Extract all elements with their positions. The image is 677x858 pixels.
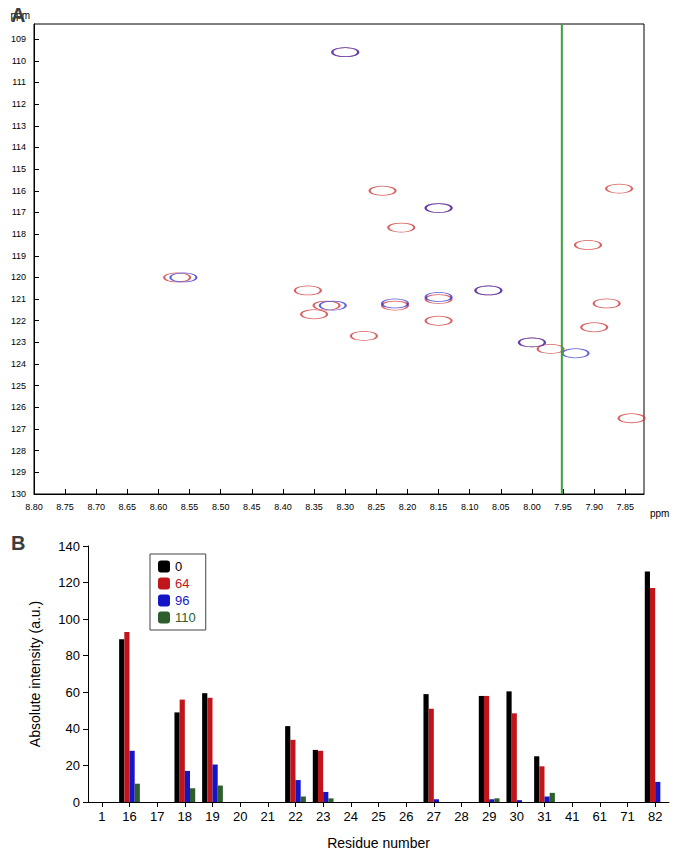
svg-text:120: 120: [58, 575, 80, 590]
svg-text:30: 30: [510, 809, 524, 824]
svg-text:129: 129: [11, 467, 26, 477]
svg-text:0: 0: [73, 795, 80, 810]
svg-text:113: 113: [12, 121, 26, 131]
svg-text:19: 19: [205, 809, 219, 824]
svg-text:16: 16: [122, 809, 136, 824]
svg-text:119: 119: [12, 251, 26, 261]
svg-text:8.45: 8.45: [243, 502, 261, 512]
svg-text:8.05: 8.05: [492, 502, 510, 512]
svg-text:8.80: 8.80: [25, 502, 43, 512]
svg-text:22: 22: [288, 809, 302, 824]
svg-text:109: 109: [11, 34, 26, 44]
svg-text:128: 128: [11, 446, 26, 456]
svg-text:7.90: 7.90: [585, 502, 603, 512]
svg-text:Residue number: Residue number: [327, 835, 430, 851]
svg-text:0: 0: [175, 559, 182, 574]
svg-text:31: 31: [537, 809, 551, 824]
svg-text:A: A: [11, 4, 25, 26]
svg-text:96: 96: [175, 593, 189, 608]
svg-text:82: 82: [648, 809, 662, 824]
svg-text:18: 18: [178, 809, 192, 824]
svg-text:26: 26: [399, 809, 413, 824]
svg-text:ppm: ppm: [650, 508, 669, 519]
svg-text:8.35: 8.35: [305, 502, 323, 512]
svg-text:60: 60: [66, 685, 80, 700]
svg-text:140: 140: [58, 539, 80, 554]
svg-text:8.10: 8.10: [461, 502, 479, 512]
svg-text:28: 28: [454, 809, 468, 824]
svg-text:8.70: 8.70: [87, 502, 105, 512]
svg-text:21: 21: [261, 809, 275, 824]
svg-text:127: 127: [11, 424, 26, 434]
svg-text:111: 111: [12, 77, 26, 87]
svg-text:122: 122: [11, 316, 26, 326]
svg-text:117: 117: [12, 207, 26, 217]
svg-text:8.40: 8.40: [274, 502, 292, 512]
svg-text:25: 25: [371, 809, 385, 824]
svg-text:124: 124: [11, 359, 26, 369]
svg-text:7.85: 7.85: [617, 502, 635, 512]
svg-text:8.55: 8.55: [181, 502, 199, 512]
svg-text:27: 27: [427, 809, 441, 824]
svg-text:125: 125: [11, 381, 26, 391]
svg-text:112: 112: [12, 99, 26, 109]
svg-text:8.30: 8.30: [336, 502, 354, 512]
svg-text:126: 126: [11, 402, 26, 412]
svg-text:80: 80: [66, 648, 80, 663]
svg-text:8.25: 8.25: [368, 502, 386, 512]
svg-text:116: 116: [12, 186, 26, 196]
svg-text:114: 114: [12, 142, 26, 152]
svg-text:64: 64: [175, 576, 189, 591]
svg-text:8.75: 8.75: [56, 502, 74, 512]
svg-text:Absolute intensity (a.u.): Absolute intensity (a.u.): [27, 601, 43, 747]
svg-text:8.65: 8.65: [119, 502, 137, 512]
svg-text:121: 121: [11, 294, 26, 304]
svg-text:110: 110: [175, 610, 196, 625]
svg-text:8.50: 8.50: [212, 502, 230, 512]
svg-text:1: 1: [98, 809, 105, 824]
svg-text:100: 100: [58, 612, 80, 627]
svg-text:7.95: 7.95: [554, 502, 572, 512]
svg-text:8.00: 8.00: [523, 502, 541, 512]
svg-text:61: 61: [593, 809, 607, 824]
svg-text:123: 123: [11, 337, 26, 347]
svg-text:41: 41: [565, 809, 579, 824]
svg-text:118: 118: [12, 229, 26, 239]
svg-text:29: 29: [482, 809, 496, 824]
svg-text:8.15: 8.15: [430, 502, 448, 512]
svg-text:8.60: 8.60: [150, 502, 168, 512]
svg-text:115: 115: [12, 164, 26, 174]
svg-text:40: 40: [66, 721, 80, 736]
svg-text:120: 120: [11, 272, 26, 282]
svg-text:24: 24: [344, 809, 358, 824]
svg-text:23: 23: [316, 809, 330, 824]
svg-text:20: 20: [66, 758, 80, 773]
svg-text:B: B: [11, 532, 25, 554]
svg-text:110: 110: [12, 56, 26, 66]
svg-text:71: 71: [620, 809, 634, 824]
svg-text:17: 17: [150, 809, 164, 824]
svg-text:8.20: 8.20: [399, 502, 417, 512]
svg-text:20: 20: [233, 809, 247, 824]
svg-text:130: 130: [11, 489, 26, 499]
